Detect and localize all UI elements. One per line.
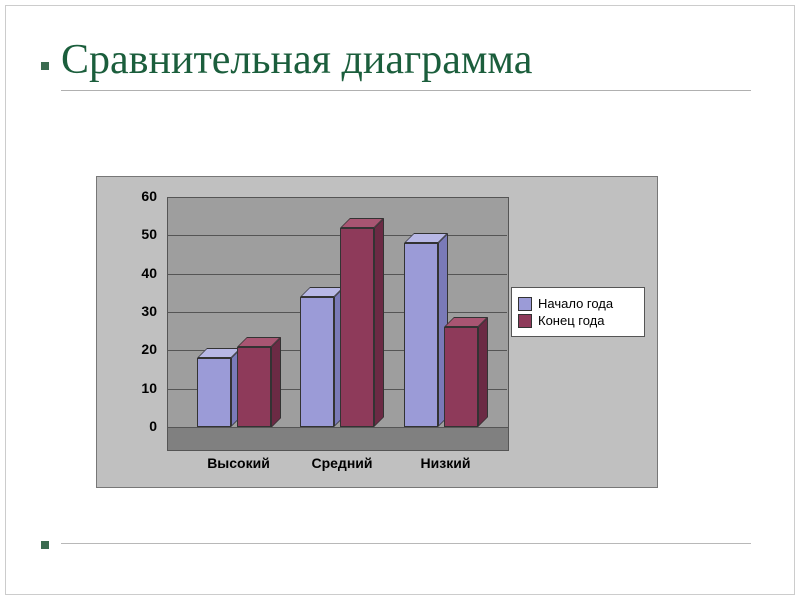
title-bullet-icon — [41, 62, 49, 70]
y-axis-label: 40 — [127, 265, 157, 281]
footer-bullet-icon — [41, 541, 49, 549]
chart-plot — [167, 197, 507, 427]
chart-container: Начало года Конец года 0 10 20 30 40 50 60 Высо… — [96, 176, 658, 488]
legend-swatch-icon — [518, 314, 532, 328]
x-axis-label: Низкий — [406, 455, 486, 471]
y-axis-label: 60 — [127, 188, 157, 204]
chart-bar — [237, 347, 271, 428]
page-title: Сравнительная диаграмма — [61, 36, 751, 91]
y-axis-label: 0 — [127, 418, 157, 434]
chart-bar — [404, 243, 438, 427]
x-axis-label: Высокий — [199, 455, 279, 471]
x-axis-label: Средний — [302, 455, 382, 471]
legend-item: Начало года — [518, 296, 638, 311]
y-axis-label: 10 — [127, 380, 157, 396]
chart-bar — [340, 228, 374, 427]
legend-swatch-icon — [518, 297, 532, 311]
chart-gridline — [167, 197, 507, 198]
chart-bar — [300, 297, 334, 427]
chart-gridline — [167, 235, 507, 236]
legend-item: Конец года — [518, 313, 638, 328]
legend-label: Конец года — [538, 313, 605, 328]
y-axis-label: 30 — [127, 303, 157, 319]
y-axis-label: 20 — [127, 341, 157, 357]
footer-divider — [61, 543, 751, 544]
y-axis-label: 50 — [127, 226, 157, 242]
legend-label: Начало года — [538, 296, 613, 311]
slide: Сравнительная диаграмма Начало года Коне… — [5, 5, 795, 595]
chart-bar — [444, 327, 478, 427]
chart-floor — [167, 427, 509, 451]
chart-legend: Начало года Конец года — [511, 287, 645, 337]
chart-bar — [197, 358, 231, 427]
chart-gridline — [167, 274, 507, 275]
